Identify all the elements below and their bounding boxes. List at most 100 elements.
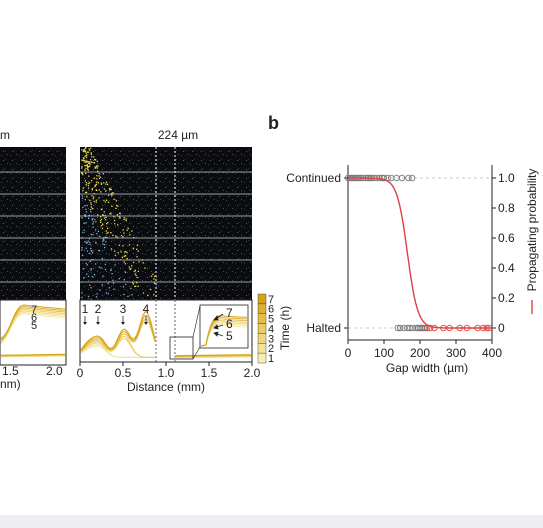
cell-dot bbox=[95, 201, 97, 203]
cell-dot bbox=[87, 295, 90, 298]
category-label: Halted bbox=[306, 321, 341, 335]
cell-dot bbox=[118, 215, 120, 218]
cell-dot bbox=[89, 199, 91, 202]
cell-dot bbox=[85, 154, 87, 157]
cell-dot bbox=[104, 201, 107, 203]
left-panel-title-fragment: m bbox=[0, 128, 10, 142]
cell-dot bbox=[125, 220, 127, 222]
cell-dot bbox=[107, 222, 109, 224]
cell-dot bbox=[87, 151, 89, 153]
colorbar-swatch bbox=[257, 333, 267, 344]
cell-dot bbox=[91, 188, 93, 190]
cell-dot bbox=[90, 233, 92, 235]
left-intensity-profiles bbox=[0, 304, 66, 358]
cell-dot bbox=[93, 196, 95, 198]
cell-dot bbox=[82, 157, 85, 159]
left-inset-label: 6 bbox=[31, 312, 37, 324]
cell-dot bbox=[81, 149, 83, 151]
cell-dot bbox=[92, 218, 94, 220]
cell-dot bbox=[101, 227, 104, 230]
middle-microscopy-image bbox=[80, 147, 252, 300]
observation-point bbox=[380, 174, 388, 182]
cell-dot bbox=[109, 213, 111, 215]
cell-dot bbox=[85, 182, 87, 184]
colorbar-swatch bbox=[257, 343, 267, 354]
observation-point bbox=[422, 324, 429, 332]
x-tick-label: 200 bbox=[410, 346, 430, 360]
cell-dot bbox=[98, 266, 100, 268]
cell-dot bbox=[98, 189, 100, 191]
cell-dot bbox=[86, 164, 89, 166]
cell-dot bbox=[105, 199, 108, 202]
cell-dot bbox=[88, 148, 90, 150]
colorbar-swatch bbox=[257, 313, 267, 324]
cell-dot bbox=[120, 235, 123, 237]
cell-dot bbox=[154, 275, 156, 278]
cell-dot bbox=[93, 274, 96, 276]
cell-dot bbox=[116, 214, 118, 216]
colorbar-tick-label: 4 bbox=[268, 323, 274, 335]
cell-dot bbox=[123, 218, 125, 221]
cell-dot bbox=[91, 161, 93, 163]
cell-dot bbox=[106, 236, 108, 239]
x-tick-label: 400 bbox=[482, 346, 502, 360]
cell-dot bbox=[84, 160, 86, 162]
cell-dot bbox=[104, 246, 106, 249]
cell-dot bbox=[91, 156, 93, 158]
cell-dot bbox=[86, 241, 88, 244]
middle-panel-title: 224 µm bbox=[158, 128, 198, 142]
cell-dot bbox=[90, 161, 92, 163]
zoom-inset bbox=[199, 304, 249, 349]
peak-label: 2 bbox=[95, 302, 102, 316]
colorbar-tick-label: 7 bbox=[268, 294, 274, 306]
cell-dot bbox=[83, 229, 85, 231]
cell-dot bbox=[123, 261, 125, 263]
cell-dot bbox=[125, 251, 127, 253]
cell-dot bbox=[86, 250, 89, 252]
cell-dot bbox=[86, 264, 88, 266]
cell-dot bbox=[88, 166, 90, 168]
middle-cell-signal bbox=[81, 147, 156, 300]
cell-dot bbox=[144, 267, 146, 269]
cell-dot bbox=[111, 192, 113, 194]
cell-dot bbox=[99, 235, 101, 237]
cell-dot bbox=[137, 285, 139, 287]
cell-dot bbox=[136, 282, 138, 284]
cell-dot bbox=[88, 175, 90, 177]
left-x-tick-label: 1.5 bbox=[2, 364, 19, 378]
cell-dot bbox=[107, 231, 109, 234]
cell-dot bbox=[137, 270, 140, 272]
cell-dot bbox=[135, 274, 137, 277]
cell-dot bbox=[107, 201, 110, 203]
left-profile bbox=[0, 304, 66, 339]
cell-dot bbox=[92, 234, 94, 236]
cell-dot bbox=[81, 172, 83, 174]
cell-dot bbox=[102, 223, 104, 226]
cell-dot bbox=[90, 147, 92, 149]
cell-dot bbox=[103, 199, 105, 202]
cell-dot bbox=[88, 182, 91, 184]
cell-dot bbox=[131, 294, 133, 296]
middle-grid-lines bbox=[80, 171, 252, 283]
observation-point bbox=[398, 174, 406, 182]
x-axis-label: Gap width (µm) bbox=[386, 361, 468, 375]
cell-dot bbox=[118, 278, 120, 280]
cell-dot bbox=[142, 262, 144, 264]
bottom-strip bbox=[0, 515, 543, 528]
cell-dot bbox=[122, 236, 124, 238]
cell-dot bbox=[88, 161, 90, 163]
cell-dot bbox=[82, 268, 84, 270]
cell-dot bbox=[85, 211, 87, 213]
cell-dot bbox=[142, 292, 145, 294]
cell-dot bbox=[84, 214, 86, 216]
cell-dot bbox=[88, 162, 90, 165]
x-tick-label: 1.5 bbox=[201, 366, 218, 380]
cell-dot bbox=[103, 211, 105, 213]
cell-dot bbox=[91, 250, 93, 252]
cell-dot bbox=[93, 200, 95, 203]
x-tick-label: 0 bbox=[345, 346, 352, 360]
cell-dot bbox=[101, 208, 103, 211]
cell-dot bbox=[103, 217, 106, 219]
cell-dot bbox=[81, 249, 83, 251]
cell-dot bbox=[86, 204, 88, 207]
